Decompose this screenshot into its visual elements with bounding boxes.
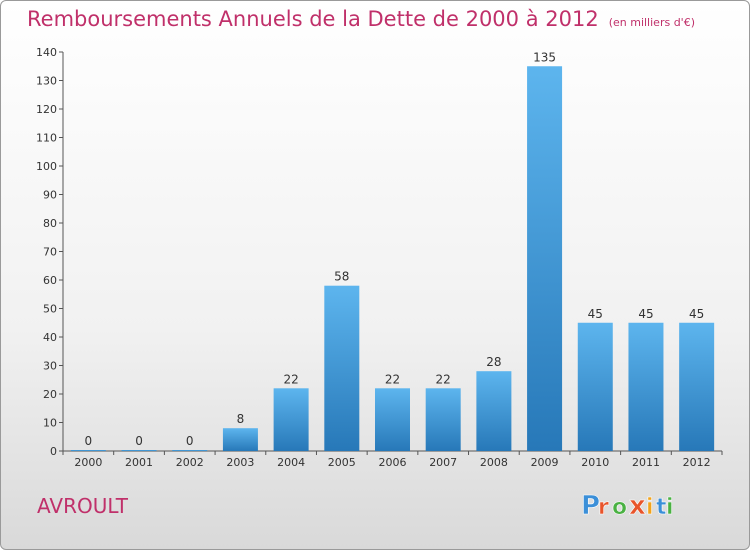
data-label: 0 bbox=[135, 434, 143, 448]
y-tick-label: 40 bbox=[43, 331, 57, 344]
chart-title: Remboursements Annuels de la Dette de 20… bbox=[27, 7, 695, 31]
bar bbox=[172, 450, 208, 451]
data-label: 45 bbox=[588, 307, 603, 321]
x-tick-label: 2012 bbox=[683, 456, 711, 469]
title-text: Remboursements Annuels de la Dette de 20… bbox=[27, 7, 599, 31]
x-tick-label: 2003 bbox=[226, 456, 254, 469]
bars bbox=[70, 66, 715, 451]
x-tick-label: 2010 bbox=[581, 456, 609, 469]
bar bbox=[628, 322, 664, 451]
y-tick-label: 80 bbox=[43, 217, 57, 230]
x-tick-label: 2002 bbox=[176, 456, 204, 469]
x-tick-label: 2008 bbox=[480, 456, 508, 469]
y-tick-label: 0 bbox=[50, 445, 57, 458]
data-label: 22 bbox=[436, 372, 451, 386]
y-tick-label: 120 bbox=[36, 103, 57, 116]
y-tick-label: 50 bbox=[43, 303, 57, 316]
y-tick-label: 110 bbox=[36, 132, 57, 145]
y-tick-label: 140 bbox=[36, 46, 57, 59]
y-tick-label: 30 bbox=[43, 360, 57, 373]
logo-letter: o bbox=[612, 495, 627, 520]
y-tick-label: 70 bbox=[43, 246, 57, 259]
bar bbox=[375, 388, 410, 451]
data-label: 135 bbox=[533, 50, 556, 64]
unit-text: (en milliers d'€) bbox=[608, 16, 695, 29]
data-label: 28 bbox=[486, 355, 501, 369]
data-label: 0 bbox=[85, 434, 93, 448]
bar bbox=[577, 322, 613, 451]
bar bbox=[425, 388, 461, 451]
logo-letter: t bbox=[656, 495, 667, 520]
bar bbox=[222, 428, 258, 451]
data-label: 58 bbox=[334, 270, 349, 284]
logo-letter: i bbox=[646, 495, 654, 520]
bar bbox=[679, 322, 715, 451]
bar bbox=[273, 388, 309, 451]
data-label: 8 bbox=[237, 412, 245, 426]
bar bbox=[476, 371, 512, 451]
y-tick-label: 100 bbox=[36, 160, 57, 173]
logo-letter: i bbox=[666, 495, 674, 520]
logo-letter: r bbox=[598, 495, 609, 520]
x-tick-label: 2005 bbox=[328, 456, 356, 469]
bar bbox=[324, 285, 360, 451]
data-labels: 0 0 0 8 22 58 22 22 28 135 45 45 45 bbox=[85, 50, 705, 448]
data-label: 45 bbox=[638, 307, 653, 321]
x-tick-label: 2009 bbox=[531, 456, 559, 469]
y-tick-label: 60 bbox=[43, 274, 57, 287]
y-tick-label: 90 bbox=[43, 189, 57, 202]
x-tick-label: 2011 bbox=[632, 456, 660, 469]
x-tick-label: 2006 bbox=[379, 456, 407, 469]
logo-letter: x bbox=[629, 491, 646, 521]
data-label: 0 bbox=[186, 434, 194, 448]
y-tick-label: 10 bbox=[43, 417, 57, 430]
y-tick-label: 20 bbox=[43, 388, 57, 401]
proxiti-logo: Pr o x i t i bbox=[581, 491, 674, 522]
x-tick-label: 2004 bbox=[277, 456, 305, 469]
x-tick-label: 2000 bbox=[74, 456, 102, 469]
data-label: 45 bbox=[689, 307, 704, 321]
y-tick-label: 130 bbox=[36, 75, 57, 88]
x-tick-label: 2001 bbox=[125, 456, 153, 469]
logo-letter: P bbox=[581, 491, 600, 521]
data-label: 22 bbox=[283, 372, 298, 386]
commune-name: AVROULT bbox=[37, 494, 128, 518]
bar bbox=[70, 450, 106, 451]
x-tick-label: 2007 bbox=[429, 456, 457, 469]
bar bbox=[121, 450, 157, 451]
data-label: 22 bbox=[385, 372, 400, 386]
bar bbox=[527, 66, 563, 451]
